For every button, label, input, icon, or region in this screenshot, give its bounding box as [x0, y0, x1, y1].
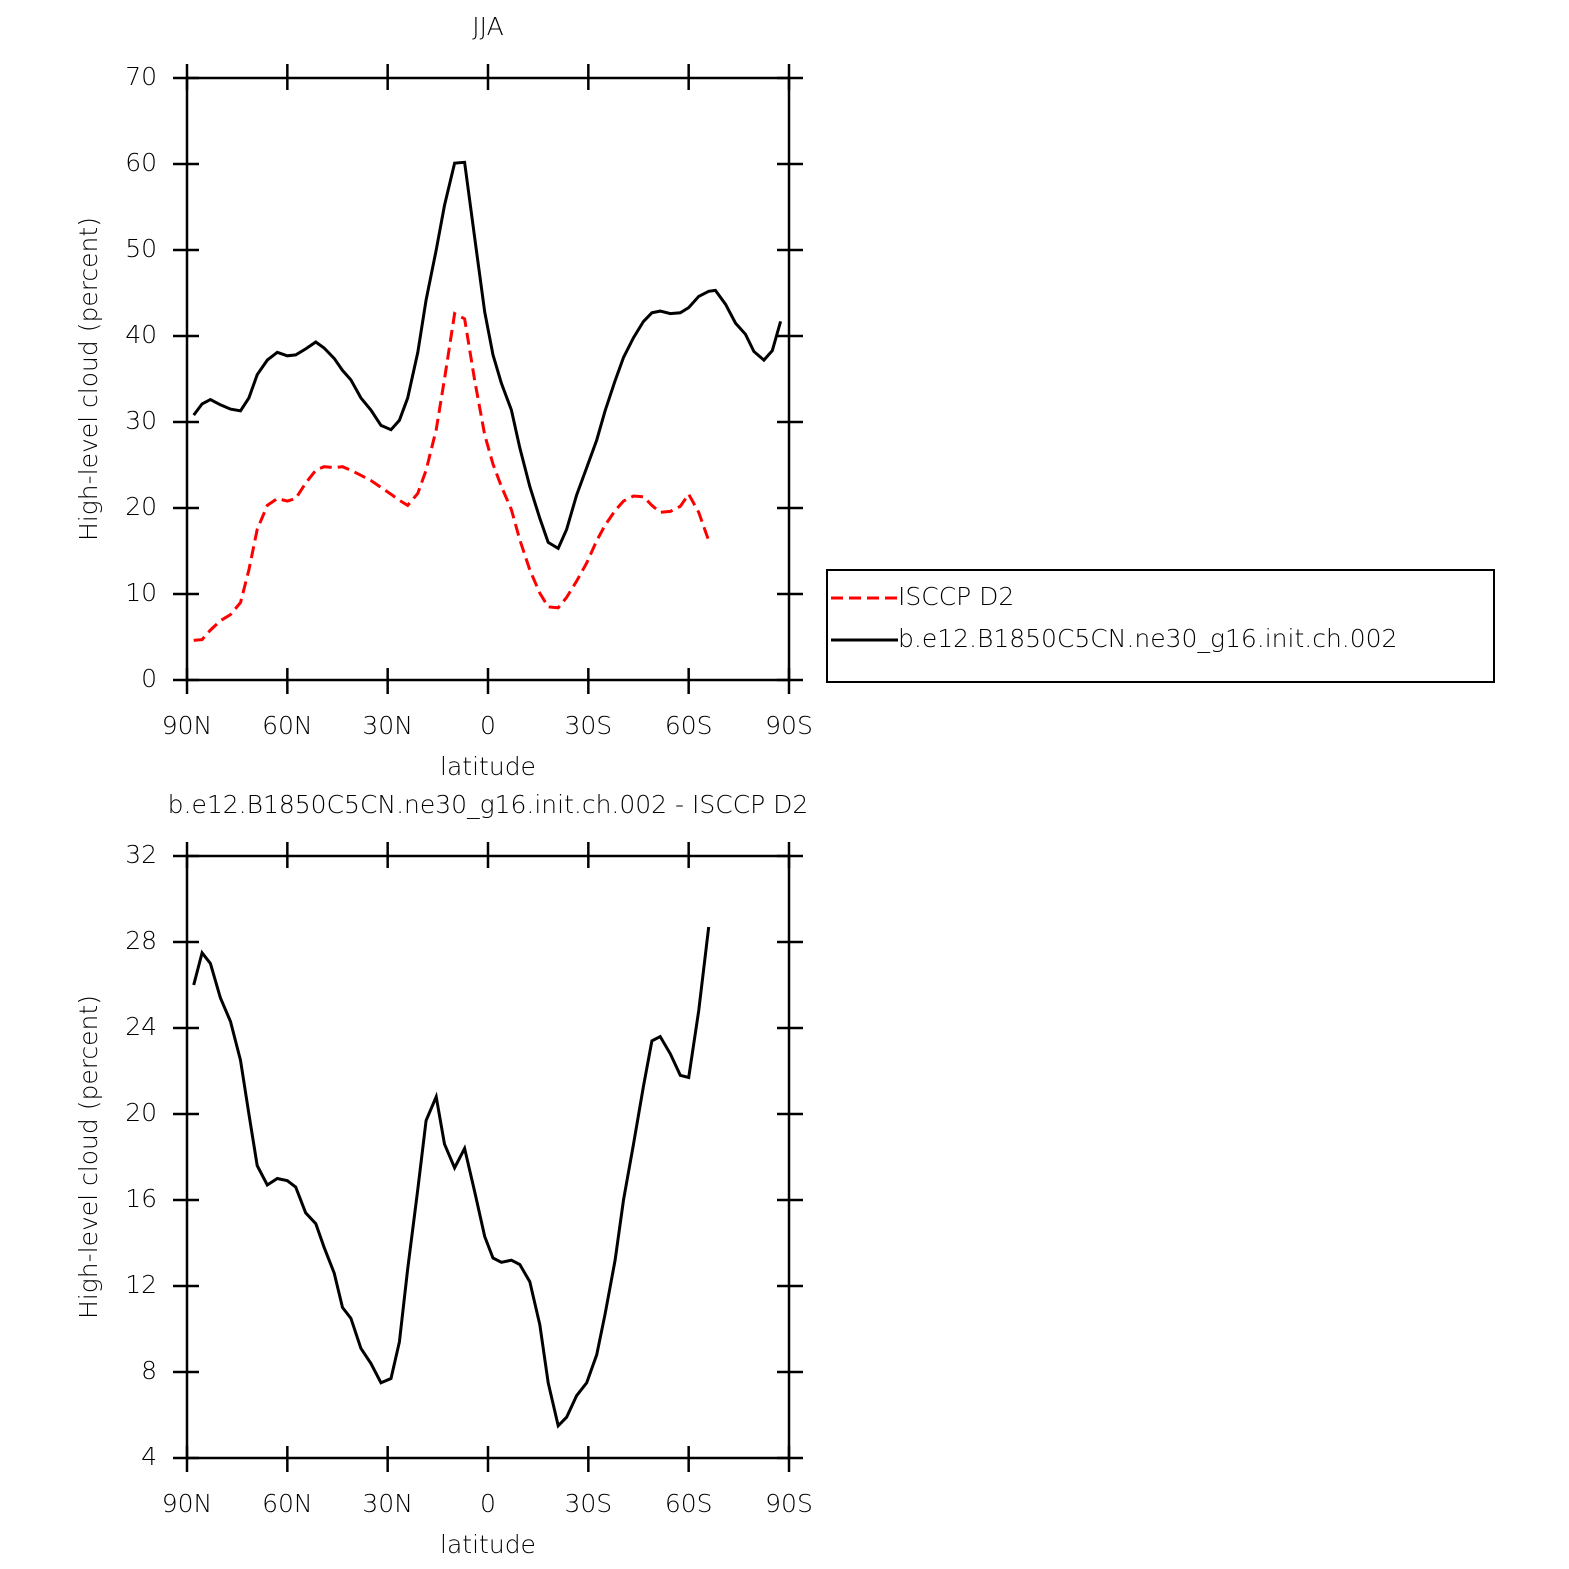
x-tick-label: 90S — [765, 1489, 813, 1518]
x-axis-label: latitude — [440, 752, 536, 781]
x-tick-label: 0 — [480, 1489, 496, 1518]
x-tick-label: 90N — [162, 711, 213, 740]
y-tick-label: 20 — [125, 1098, 157, 1127]
y-tick-label: 10 — [125, 578, 157, 607]
legend-label: ISCCP D2 — [898, 582, 1014, 611]
y-tick-label: 12 — [125, 1270, 157, 1299]
y-tick-label: 4 — [141, 1442, 157, 1471]
y-tick-label: 60 — [125, 148, 157, 177]
data-line — [192, 926, 711, 1429]
x-tick-label: 60S — [665, 1489, 713, 1518]
plot-frame — [185, 76, 791, 682]
y-tick-label: 16 — [125, 1184, 157, 1213]
chart-title: b.e12.B1850C5CN.ne30_g16.init.ch.002 - I… — [168, 790, 809, 819]
x-tick-label: 60N — [262, 1489, 313, 1518]
x-tick-label: 30S — [564, 1489, 612, 1518]
legend-box — [826, 569, 1495, 683]
x-tick-label: 90N — [162, 1489, 213, 1518]
y-tick-label: 30 — [125, 406, 157, 435]
x-tick-label: 30S — [564, 711, 612, 740]
y-tick-label: 28 — [125, 926, 157, 955]
y-tick-label: 20 — [125, 492, 157, 521]
y-tick-label: 40 — [125, 320, 157, 349]
y-tick-label: 50 — [125, 234, 157, 263]
x-axis-label: latitude — [440, 1530, 536, 1559]
y-tick-label: 24 — [125, 1012, 157, 1041]
x-tick-label: 90S — [765, 711, 813, 740]
y-tick-label: 8 — [141, 1356, 157, 1385]
x-tick-label: 60N — [262, 711, 313, 740]
x-tick-label: 0 — [480, 711, 496, 740]
chart-title: JJA — [472, 12, 503, 41]
y-tick-label: 0 — [141, 664, 157, 693]
plot-frame — [185, 854, 791, 1460]
y-axis-label: High-level cloud (percent) — [74, 217, 103, 541]
data-line — [192, 160, 783, 551]
y-tick-label: 70 — [125, 62, 157, 91]
y-tick-label: 32 — [125, 840, 157, 869]
x-tick-label: 30N — [362, 1489, 413, 1518]
y-axis-label: High-level cloud (percent) — [74, 995, 103, 1319]
legend-label: b.e12.B1850C5CN.ne30_g16.init.ch.002 — [898, 624, 1397, 653]
data-line — [193, 311, 711, 642]
x-tick-label: 30N — [362, 711, 413, 740]
x-tick-label: 60S — [665, 711, 713, 740]
